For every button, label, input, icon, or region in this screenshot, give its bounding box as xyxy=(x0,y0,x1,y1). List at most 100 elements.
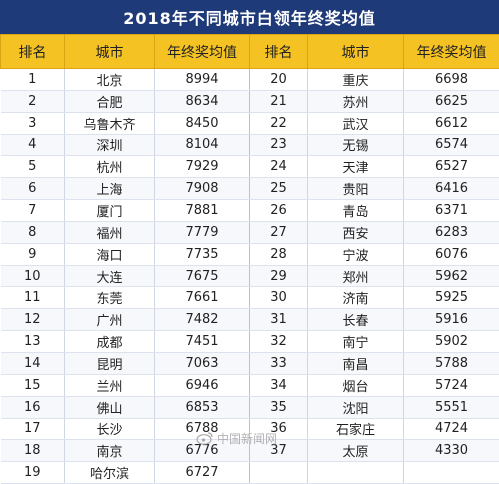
city-cell: 郑州 xyxy=(308,265,404,287)
city-cell: 大连 xyxy=(65,265,155,287)
city-cell: 南宁 xyxy=(308,331,404,353)
salary-cell: 5962 xyxy=(404,265,499,287)
rank-cell: 31 xyxy=(250,309,308,331)
city-cell xyxy=(308,462,404,484)
rank-cell: 12 xyxy=(1,309,65,331)
rank-cell: 9 xyxy=(1,243,65,265)
salary-cell: 5916 xyxy=(404,309,499,331)
rank-cell: 3 xyxy=(1,112,65,134)
rank-cell: 26 xyxy=(250,200,308,222)
rank-cell: 13 xyxy=(1,331,65,353)
header-rank-right: 排名 xyxy=(250,35,308,69)
salary-cell: 6527 xyxy=(404,156,499,178)
city-cell: 西安 xyxy=(308,221,404,243)
rank-cell: 35 xyxy=(250,396,308,418)
header-row: 排名 城市 年终奖均值 排名 城市 年终奖均值 xyxy=(1,35,499,69)
city-cell: 合肥 xyxy=(65,90,155,112)
rank-cell: 22 xyxy=(250,112,308,134)
salary-cell: 7675 xyxy=(155,265,250,287)
city-cell: 东莞 xyxy=(65,287,155,309)
salary-cell: 7661 xyxy=(155,287,250,309)
rank-cell: 8 xyxy=(1,221,65,243)
salary-cell: 7451 xyxy=(155,331,250,353)
city-cell: 重庆 xyxy=(308,69,404,91)
rank-cell: 4 xyxy=(1,134,65,156)
salary-cell: 8634 xyxy=(155,90,250,112)
rank-cell: 32 xyxy=(250,331,308,353)
city-cell: 厦门 xyxy=(65,200,155,222)
city-cell: 兰州 xyxy=(65,374,155,396)
salary-cell: 8994 xyxy=(155,69,250,91)
rank-cell: 29 xyxy=(250,265,308,287)
salary-cell: 6625 xyxy=(404,90,499,112)
city-cell: 福州 xyxy=(65,221,155,243)
salary-cell: 6946 xyxy=(155,374,250,396)
salary-cell: 7482 xyxy=(155,309,250,331)
city-cell: 无锡 xyxy=(308,134,404,156)
salary-cell: 7779 xyxy=(155,221,250,243)
rank-cell: 14 xyxy=(1,352,65,374)
city-cell: 长春 xyxy=(308,309,404,331)
salary-cell: 7908 xyxy=(155,178,250,200)
city-cell: 青岛 xyxy=(308,200,404,222)
header-salary-right: 年终奖均值 xyxy=(404,35,499,69)
city-cell: 长沙 xyxy=(65,418,155,440)
salary-cell: 4724 xyxy=(404,418,499,440)
header-salary-left: 年终奖均值 xyxy=(155,35,250,69)
rank-cell: 10 xyxy=(1,265,65,287)
salary-cell: 7063 xyxy=(155,352,250,374)
city-cell: 上海 xyxy=(65,178,155,200)
city-cell: 昆明 xyxy=(65,352,155,374)
rank-cell: 25 xyxy=(250,178,308,200)
rank-cell: 24 xyxy=(250,156,308,178)
city-cell: 济南 xyxy=(308,287,404,309)
city-cell: 深圳 xyxy=(65,134,155,156)
salary-cell: 8104 xyxy=(155,134,250,156)
city-cell: 苏州 xyxy=(308,90,404,112)
sheet-title: 2018年不同城市白领年终奖均值 xyxy=(0,0,499,34)
rank-cell: 7 xyxy=(1,200,65,222)
salary-cell: 7881 xyxy=(155,200,250,222)
rank-cell: 11 xyxy=(1,287,65,309)
city-cell: 海口 xyxy=(65,243,155,265)
salary-cell: 7735 xyxy=(155,243,250,265)
salary-cell: 6416 xyxy=(404,178,499,200)
rank-cell: 15 xyxy=(1,374,65,396)
city-cell: 广州 xyxy=(65,309,155,331)
rank-cell: 19 xyxy=(1,462,65,484)
rank-cell: 21 xyxy=(250,90,308,112)
salary-cell: 5925 xyxy=(404,287,499,309)
city-cell: 武汉 xyxy=(308,112,404,134)
rank-cell: 36 xyxy=(250,418,308,440)
rank-cell: 16 xyxy=(1,396,65,418)
salary-cell: 5788 xyxy=(404,352,499,374)
rank-cell: 28 xyxy=(250,243,308,265)
salary-cell: 6371 xyxy=(404,200,499,222)
city-cell: 贵阳 xyxy=(308,178,404,200)
city-cell: 烟台 xyxy=(308,374,404,396)
rank-cell: 33 xyxy=(250,352,308,374)
salary-cell: 7929 xyxy=(155,156,250,178)
city-cell: 沈阳 xyxy=(308,396,404,418)
salary-cell: 5902 xyxy=(404,331,499,353)
salary-cell: 5724 xyxy=(404,374,499,396)
salary-cell: 6076 xyxy=(404,243,499,265)
salary-ranking-sheet: 2018年不同城市白领年终奖均值 排名 城市 年终奖均值 排名 城市 年终奖均值… xyxy=(0,0,499,451)
rank-cell: 30 xyxy=(250,287,308,309)
